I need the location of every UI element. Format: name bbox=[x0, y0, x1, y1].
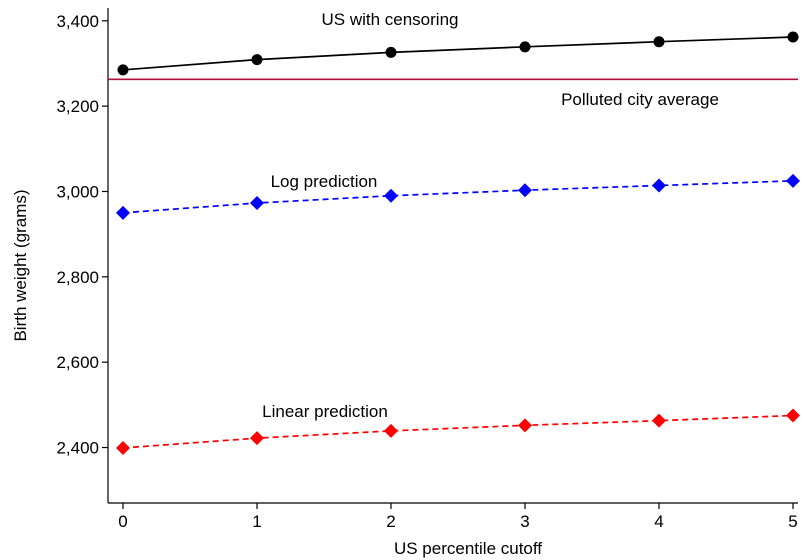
y-tick-label: 3,000 bbox=[56, 182, 99, 201]
data-point-censoring bbox=[385, 46, 397, 58]
data-point-log bbox=[384, 188, 398, 203]
x-tick-label: 3 bbox=[520, 512, 529, 531]
data-point-censoring bbox=[653, 36, 665, 48]
data-point-censoring bbox=[519, 41, 531, 53]
x-tick-label: 4 bbox=[654, 512, 663, 531]
x-axis-title: US percentile cutoff bbox=[394, 539, 542, 558]
data-point-censoring bbox=[251, 54, 263, 66]
data-point-log bbox=[518, 183, 532, 198]
series-line-linear bbox=[122, 414, 794, 449]
y-tick-label: 2,600 bbox=[56, 353, 99, 372]
y-tick-label: 2,400 bbox=[56, 439, 99, 458]
data-point-linear bbox=[786, 408, 800, 423]
y-tick-label: 3,400 bbox=[56, 12, 99, 31]
data-point-censoring bbox=[787, 31, 799, 43]
annotation-linear: Linear prediction bbox=[262, 402, 388, 421]
x-tick-label: 2 bbox=[386, 512, 395, 531]
x-tick-label: 0 bbox=[118, 512, 127, 531]
annotation-log: Log prediction bbox=[271, 172, 378, 191]
annotations: US with censoring Log prediction Linear pr… bbox=[262, 10, 719, 421]
series-line-censoring bbox=[122, 36, 794, 71]
annotation-reference-line: Polluted city average bbox=[561, 90, 719, 109]
y-tick-label: 2,800 bbox=[56, 268, 99, 287]
series-log bbox=[116, 173, 800, 220]
axes: 2,400 2,600 2,800 3,000 3,200 3,400 0 1 2 3 4 5 bbox=[56, 8, 798, 531]
data-point-linear bbox=[518, 418, 532, 433]
data-point-linear bbox=[652, 413, 666, 428]
y-axis-title: Birth weight (grams) bbox=[11, 189, 30, 341]
data-point-censoring bbox=[117, 64, 129, 76]
data-point-log bbox=[786, 173, 800, 188]
series-line-log bbox=[122, 179, 794, 214]
x-tick-label: 1 bbox=[252, 512, 261, 531]
annotation-censoring: US with censoring bbox=[321, 10, 458, 29]
data-point-log bbox=[652, 178, 666, 193]
y-tick-label: 3,200 bbox=[56, 97, 99, 116]
data-point-linear bbox=[384, 423, 398, 438]
data-point-log bbox=[250, 196, 264, 211]
data-point-log bbox=[116, 205, 130, 220]
x-tick-label: 5 bbox=[788, 512, 797, 531]
data-point-linear bbox=[116, 440, 130, 455]
series-censoring bbox=[117, 31, 799, 76]
data-point-linear bbox=[250, 431, 264, 446]
series-layer bbox=[116, 31, 800, 455]
series-linear bbox=[116, 408, 800, 455]
